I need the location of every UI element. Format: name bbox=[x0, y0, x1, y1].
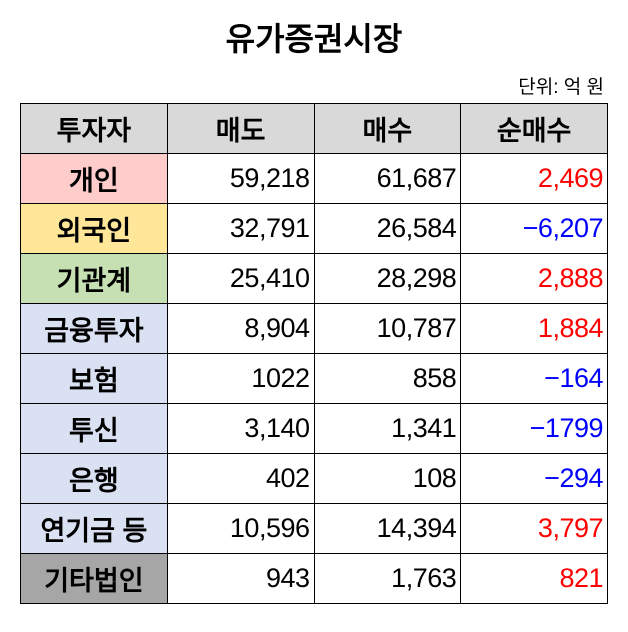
net-buy-cell: −1799 bbox=[460, 403, 608, 454]
buy-cell: 108 bbox=[313, 453, 462, 504]
buy-cell: 1,341 bbox=[313, 403, 462, 454]
buy-cell: 26,584 bbox=[313, 203, 462, 254]
table-header-row: 투자자 매도 매수 순매수 bbox=[20, 103, 608, 154]
table-row: 외국인 32,791 26,584 −6,207 bbox=[20, 203, 608, 254]
unit-label: 단위: 억 원 bbox=[518, 77, 604, 98]
net-buy-cell: −164 bbox=[460, 353, 608, 404]
sell-cell: 32,791 bbox=[166, 203, 315, 254]
header-net-buy: 순매수 bbox=[460, 103, 608, 154]
investor-cell: 기관계 bbox=[20, 253, 168, 304]
table-row: 보험 1022 858 −164 bbox=[20, 353, 608, 404]
sell-cell: 8,904 bbox=[166, 303, 315, 354]
sell-cell: 10,596 bbox=[166, 503, 315, 554]
investor-cell: 보험 bbox=[20, 353, 168, 404]
net-buy-cell: 2,469 bbox=[460, 153, 608, 204]
sell-cell: 402 bbox=[166, 453, 315, 504]
table-row: 기관계 25,410 28,298 2,888 bbox=[20, 253, 608, 304]
table-row: 은행 402 108 −294 bbox=[20, 453, 608, 504]
table-row: 개인 59,218 61,687 2,469 bbox=[20, 153, 608, 204]
investor-cell: 금융투자 bbox=[20, 303, 168, 354]
page-title: 유가증권시장 bbox=[225, 21, 403, 57]
net-buy-cell: 2,888 bbox=[460, 253, 608, 304]
header-investor: 투자자 bbox=[20, 103, 168, 154]
table-row: 투신 3,140 1,341 −1799 bbox=[20, 403, 608, 454]
investor-cell: 연기금 등 bbox=[20, 503, 168, 554]
buy-cell: 28,298 bbox=[313, 253, 462, 304]
table-row: 기타법인 943 1,763 821 bbox=[20, 553, 608, 604]
table-row: 연기금 등 10,596 14,394 3,797 bbox=[20, 503, 608, 554]
buy-cell: 858 bbox=[313, 353, 462, 404]
sell-cell: 3,140 bbox=[166, 403, 315, 454]
investor-cell: 외국인 bbox=[20, 203, 168, 254]
sell-cell: 1022 bbox=[166, 353, 315, 404]
investor-cell: 투신 bbox=[20, 403, 168, 454]
sell-cell: 943 bbox=[166, 553, 315, 604]
net-buy-cell: 1,884 bbox=[460, 303, 608, 354]
investor-trading-table: 투자자 매도 매수 순매수 개인 59,218 61,687 2,469 외국인 32,7… bbox=[20, 103, 608, 604]
investor-cell: 개인 bbox=[20, 153, 168, 204]
net-buy-cell: −6,207 bbox=[460, 203, 608, 254]
investor-cell: 은행 bbox=[20, 453, 168, 504]
header-buy: 매수 bbox=[313, 103, 462, 154]
buy-cell: 10,787 bbox=[313, 303, 462, 354]
net-buy-cell: 3,797 bbox=[460, 503, 608, 554]
buy-cell: 61,687 bbox=[313, 153, 462, 204]
buy-cell: 1,763 bbox=[313, 553, 462, 604]
net-buy-cell: 821 bbox=[460, 553, 608, 604]
buy-cell: 14,394 bbox=[313, 503, 462, 554]
sell-cell: 25,410 bbox=[166, 253, 315, 304]
sell-cell: 59,218 bbox=[166, 153, 315, 204]
investor-cell: 기타법인 bbox=[20, 553, 168, 604]
net-buy-cell: −294 bbox=[460, 453, 608, 504]
header-sell: 매도 bbox=[166, 103, 315, 154]
table-row: 금융투자 8,904 10,787 1,884 bbox=[20, 303, 608, 354]
